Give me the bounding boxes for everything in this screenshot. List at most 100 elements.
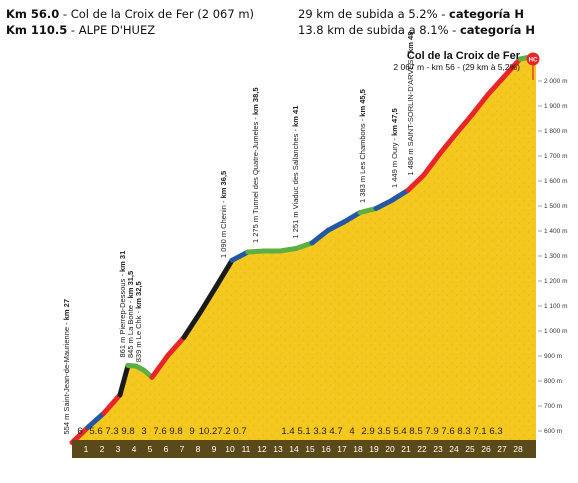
gradient-label: 8.5 <box>409 426 422 437</box>
km-tick-label: 11 <box>242 444 251 454</box>
y-tick-label: 1 800 m <box>544 128 568 135</box>
gradient-label: 10.2 <box>199 426 218 437</box>
ridge-segment <box>341 210 363 225</box>
km-tick-label: 5 <box>148 444 153 454</box>
km-tick-label: 17 <box>337 444 347 454</box>
y-axis: 600 m 700 m 800 m 900 m 1 000 m 1 100 m 1 200 … <box>538 78 568 435</box>
km-tick-label: 9 <box>212 444 217 454</box>
km-tick-label: 3 <box>116 444 121 454</box>
y-tick-label: 1 900 m <box>544 103 568 110</box>
ridge-segment <box>389 187 411 203</box>
ridge-segment <box>501 56 523 80</box>
category-badge: HC <box>526 52 540 80</box>
km-tick-label: 15 <box>305 444 315 454</box>
y-tick-label: 1 100 m <box>544 303 568 310</box>
summit-marker: Col de la Croix de Fer 2 067 m - km 56 -… <box>393 50 540 80</box>
waypoint-label: 839 m Le Chk - km 32,5 <box>134 281 143 362</box>
km-tick-label: 16 <box>321 444 331 454</box>
ridge-segment <box>485 74 507 97</box>
gradient-label: 7.6 <box>441 426 454 437</box>
km-tick-label: 28 <box>513 444 523 454</box>
km-tick-label: 24 <box>449 444 459 454</box>
ridge-segment <box>293 240 315 251</box>
km-tick-label: 27 <box>497 444 507 454</box>
km-tick-label: 25 <box>465 444 475 454</box>
ridge-segment <box>421 151 443 178</box>
gradient-label: 7.6 <box>153 426 166 437</box>
km-tick-label: 19 <box>369 444 379 454</box>
ridge-segment <box>149 352 171 380</box>
header-row-1-km-label: Km 56.0 <box>6 7 60 21</box>
ridge-segment <box>357 206 379 215</box>
km-tick-label: 2 <box>100 444 105 454</box>
gradient-label: 4.7 <box>329 426 342 437</box>
km-tick-label: 20 <box>385 444 395 454</box>
gradient-label: 7.2 <box>217 426 230 437</box>
header-row-1-climb: 29 km de subida a 5.2% - categoría H <box>298 7 524 21</box>
km-labels: 1 2 3 4 5 6 7 8 9 10 11 12 13 14 15 16 17 18 19 20 21 22 23 24 2… <box>84 444 523 454</box>
gradient-label: 9 <box>189 426 194 437</box>
km-tick-label: 4 <box>132 444 137 454</box>
gradient-label: 1.4 <box>281 426 294 437</box>
gradient-label: 7.3 <box>105 426 118 437</box>
km-tick-label: 8 <box>196 444 201 454</box>
ridge-segment <box>229 249 251 263</box>
summit-details: 2 067 m - km 56 - (29 km à 5,2%) <box>393 62 520 72</box>
header-row-2-km-desc: - ALPE D'HUEZ <box>67 23 156 37</box>
km-tick-label: 1 <box>84 444 89 454</box>
km-tick-label: 14 <box>289 444 299 454</box>
header-row-1-climb-text: 29 km de subida a 5.2% - <box>298 7 449 21</box>
ridge-segment <box>277 246 299 254</box>
y-tick-label: 1 500 m <box>544 203 568 210</box>
waypoint-labels: 554 m Saint-Jean-de-Maurienne - km 27 861… <box>62 32 415 435</box>
ridge-segment <box>373 197 395 211</box>
waypoint-label: 1 486 m SAINT-SORLIN-D'ARVES - km 48 <box>406 32 415 176</box>
y-tick-label: 2 000 m <box>544 78 568 85</box>
ridge-layer <box>69 53 539 445</box>
y-tick-label: 1 400 m <box>544 228 568 235</box>
y-tick-label: 800 m <box>544 378 562 385</box>
ridge-segment <box>453 112 475 137</box>
gradient-label: 2.9 <box>361 426 374 437</box>
y-tick-label: 900 m <box>544 353 562 360</box>
ridge-segment <box>85 410 107 430</box>
y-tick-label: 1 200 m <box>544 278 568 285</box>
y-tick-label: 600 m <box>544 428 562 435</box>
waypoint-label: 1 275 m Tunnel des Quatre-Jumeles - km 3… <box>251 87 260 243</box>
km-tick-label: 26 <box>481 444 491 454</box>
summit-name: Col de la Croix de Fer <box>407 50 521 62</box>
km-tick-label: 6 <box>164 444 169 454</box>
km-tick-label: 10 <box>225 444 235 454</box>
gradient-label: 5.4 <box>393 426 406 437</box>
gradient-label: 6 <box>77 426 82 437</box>
header-row-1-category: categoría H <box>449 7 525 21</box>
y-tick-label: 1 600 m <box>544 178 568 185</box>
km-tick-label: 13 <box>273 444 283 454</box>
km-tick-label: 21 <box>401 444 411 454</box>
gradient-label: 9.8 <box>169 426 182 437</box>
header-row-1-km: Km 56.0 - Col de la Croix de Fer (2 067 … <box>6 7 254 21</box>
waypoint-label: 861 m Pierrep-Dessous - km 31 <box>118 251 127 358</box>
km-tick-label: 23 <box>433 444 443 454</box>
header-row-2-climb-text: 13.8 km de subida a 8.1% - <box>298 23 460 37</box>
km-tick-label: 7 <box>180 444 185 454</box>
ridge-segment <box>69 424 91 445</box>
ridge-segment <box>309 227 331 246</box>
header-row-2-km: Km 110.5 - ALPE D'HUEZ <box>6 23 155 37</box>
ridge-segment <box>165 334 187 358</box>
waypoint-label: 1 251 m Viaduc des Sallanches - km 41 <box>291 106 300 239</box>
ridge-segment <box>213 257 235 290</box>
gradient-labels: 6 5.6 7.3 9.8 3 7.6 9.8 9 10.2 7.2 0.7 1.4 5.1 3.3 4.7… <box>77 426 502 437</box>
ridge-segment <box>437 131 459 156</box>
ridge-segment <box>325 219 347 233</box>
gradient-label: 9.8 <box>121 426 134 437</box>
ridge-segment <box>181 310 203 340</box>
waypoint-label: 1 090 m Chenin - km 36,5 <box>219 171 228 258</box>
base-strip <box>72 440 536 458</box>
gradient-label: 0.7 <box>233 426 246 437</box>
waypoint-label: 845 m La Bonte - km 31,5 <box>126 271 135 358</box>
km-tick-label: 12 <box>257 444 267 454</box>
gradient-label: 8.3 <box>457 426 470 437</box>
terrain-fill <box>72 56 536 443</box>
